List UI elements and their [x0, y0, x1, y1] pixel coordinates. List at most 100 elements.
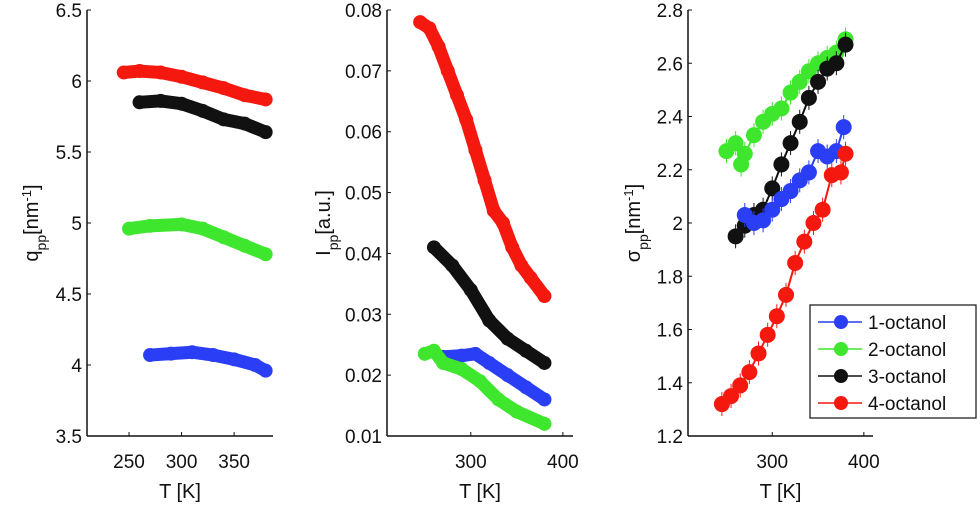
- y-tick-label: 0.05: [345, 184, 382, 205]
- data-point: [805, 215, 822, 231]
- data-point: [782, 135, 799, 152]
- data-point: [426, 240, 441, 255]
- data-point: [828, 55, 845, 72]
- data-point: [727, 135, 744, 152]
- data-point: [537, 392, 552, 407]
- x-tick-label: 400: [547, 452, 579, 473]
- y-tick-label: 0.07: [345, 62, 382, 83]
- legend-marker: [834, 396, 848, 410]
- data-point: [216, 230, 231, 245]
- x-tick-label: 250: [113, 452, 145, 473]
- data-point: [810, 73, 827, 90]
- data-point: [509, 404, 524, 419]
- x-axis-label: T [K]: [159, 481, 201, 503]
- data-point: [153, 93, 168, 108]
- data-point: [174, 96, 189, 111]
- data-point: [132, 95, 147, 110]
- data-point: [216, 112, 231, 127]
- data-point: [164, 346, 179, 361]
- y-tick-label: 3.5: [56, 427, 82, 448]
- legend-entry: 2-octanol: [818, 340, 946, 361]
- data-point: [227, 352, 242, 367]
- data-point: [773, 156, 790, 173]
- y-label-ylabel-close: ]: [623, 184, 645, 190]
- data-point: [468, 142, 483, 157]
- data-point: [519, 343, 534, 358]
- data-point: [537, 355, 552, 370]
- data-point: [174, 217, 189, 232]
- series-2-octanol: [417, 343, 552, 431]
- x-tick-label: 300: [455, 452, 487, 473]
- data-point: [258, 92, 273, 107]
- data-point: [436, 355, 451, 370]
- y-label-ylabel-unit: [nm: [21, 202, 43, 235]
- data-point: [796, 233, 813, 250]
- y-label-ylabel: I: [313, 250, 335, 256]
- data-point: [477, 173, 492, 188]
- data-point: [195, 75, 210, 90]
- data-point: [216, 81, 231, 96]
- data-point: [454, 362, 469, 377]
- data-point: [782, 183, 799, 200]
- data-point: [773, 100, 790, 117]
- y-label-ylabel-unit: [nm: [623, 201, 645, 234]
- data-point: [445, 258, 460, 273]
- data-point: [723, 388, 740, 405]
- panel-2: 0.01 0.02 0.03 0.04 0.05 0.06 0.07 0.08 300 400 T …: [313, 1, 579, 503]
- y-axis-label: Ipp[a.u.]: [313, 190, 341, 256]
- data-point: [206, 348, 221, 363]
- x-axis-label: T [K]: [459, 481, 501, 503]
- data-point: [153, 65, 168, 80]
- data-point: [431, 39, 446, 54]
- data-point: [519, 380, 534, 395]
- data-point: [755, 212, 772, 229]
- data-point: [741, 364, 758, 381]
- data-point: [143, 218, 158, 233]
- data-point: [468, 346, 483, 361]
- y-tick-label: 1.6: [657, 321, 683, 342]
- data-point: [727, 228, 744, 245]
- data-point: [237, 88, 252, 103]
- y-tick-label: 0.03: [345, 305, 382, 326]
- y-tick-label: 2.4: [657, 108, 684, 129]
- y-tick-label: 4: [71, 356, 82, 377]
- panel-3: 1.2 1.4 1.6 1.8 2 2.2 2.4 2.6 2.8 300 400 T [K] σpp[…: [621, 1, 880, 503]
- y-label-ylabel-sup: -1: [19, 190, 34, 202]
- data-point: [258, 247, 273, 262]
- data-point: [505, 240, 520, 255]
- y-tick-label: 1.2: [657, 427, 683, 448]
- data-point: [237, 116, 252, 131]
- data-point: [750, 345, 767, 362]
- y-tick-label: 4.5: [56, 285, 82, 306]
- data-point: [814, 201, 831, 218]
- series-4-octanol: [116, 64, 273, 107]
- legend-marker: [834, 342, 848, 356]
- data-point: [473, 374, 487, 389]
- x-tick-label: 350: [218, 452, 250, 473]
- data-point: [440, 63, 455, 78]
- y-label-ylabel-sub: pp: [325, 234, 341, 250]
- y-tick-label: 2.8: [657, 1, 683, 22]
- legend-label: 4-octanol: [868, 394, 946, 415]
- data-point: [500, 331, 515, 346]
- series-4-octanol: [413, 15, 552, 304]
- legend-entry: 1-octanol: [818, 313, 946, 334]
- y-tick-label: 5.5: [56, 143, 82, 164]
- data-point: [174, 69, 189, 84]
- y-tick-label: 2.6: [657, 54, 683, 75]
- y-axis-label: σpp[nm-1]: [621, 184, 652, 262]
- y-label-ylabel: q: [21, 250, 43, 261]
- panel-1: 3.5 4 4.5 5 5.5 6 6.5 250 300 350 T [K] qpp[nm-1]: [19, 1, 273, 503]
- series-3-octanol: [132, 93, 273, 140]
- data-point: [116, 65, 131, 80]
- data-point: [764, 201, 781, 218]
- data-point: [482, 355, 497, 370]
- legend-entry: 4-octanol: [818, 394, 946, 415]
- data-point: [482, 313, 497, 328]
- x-tick-label: 300: [756, 452, 788, 473]
- data-point: [185, 345, 200, 360]
- series-2-octanol: [122, 217, 273, 262]
- series-1-octanol: [736, 115, 852, 235]
- data-point: [800, 89, 817, 106]
